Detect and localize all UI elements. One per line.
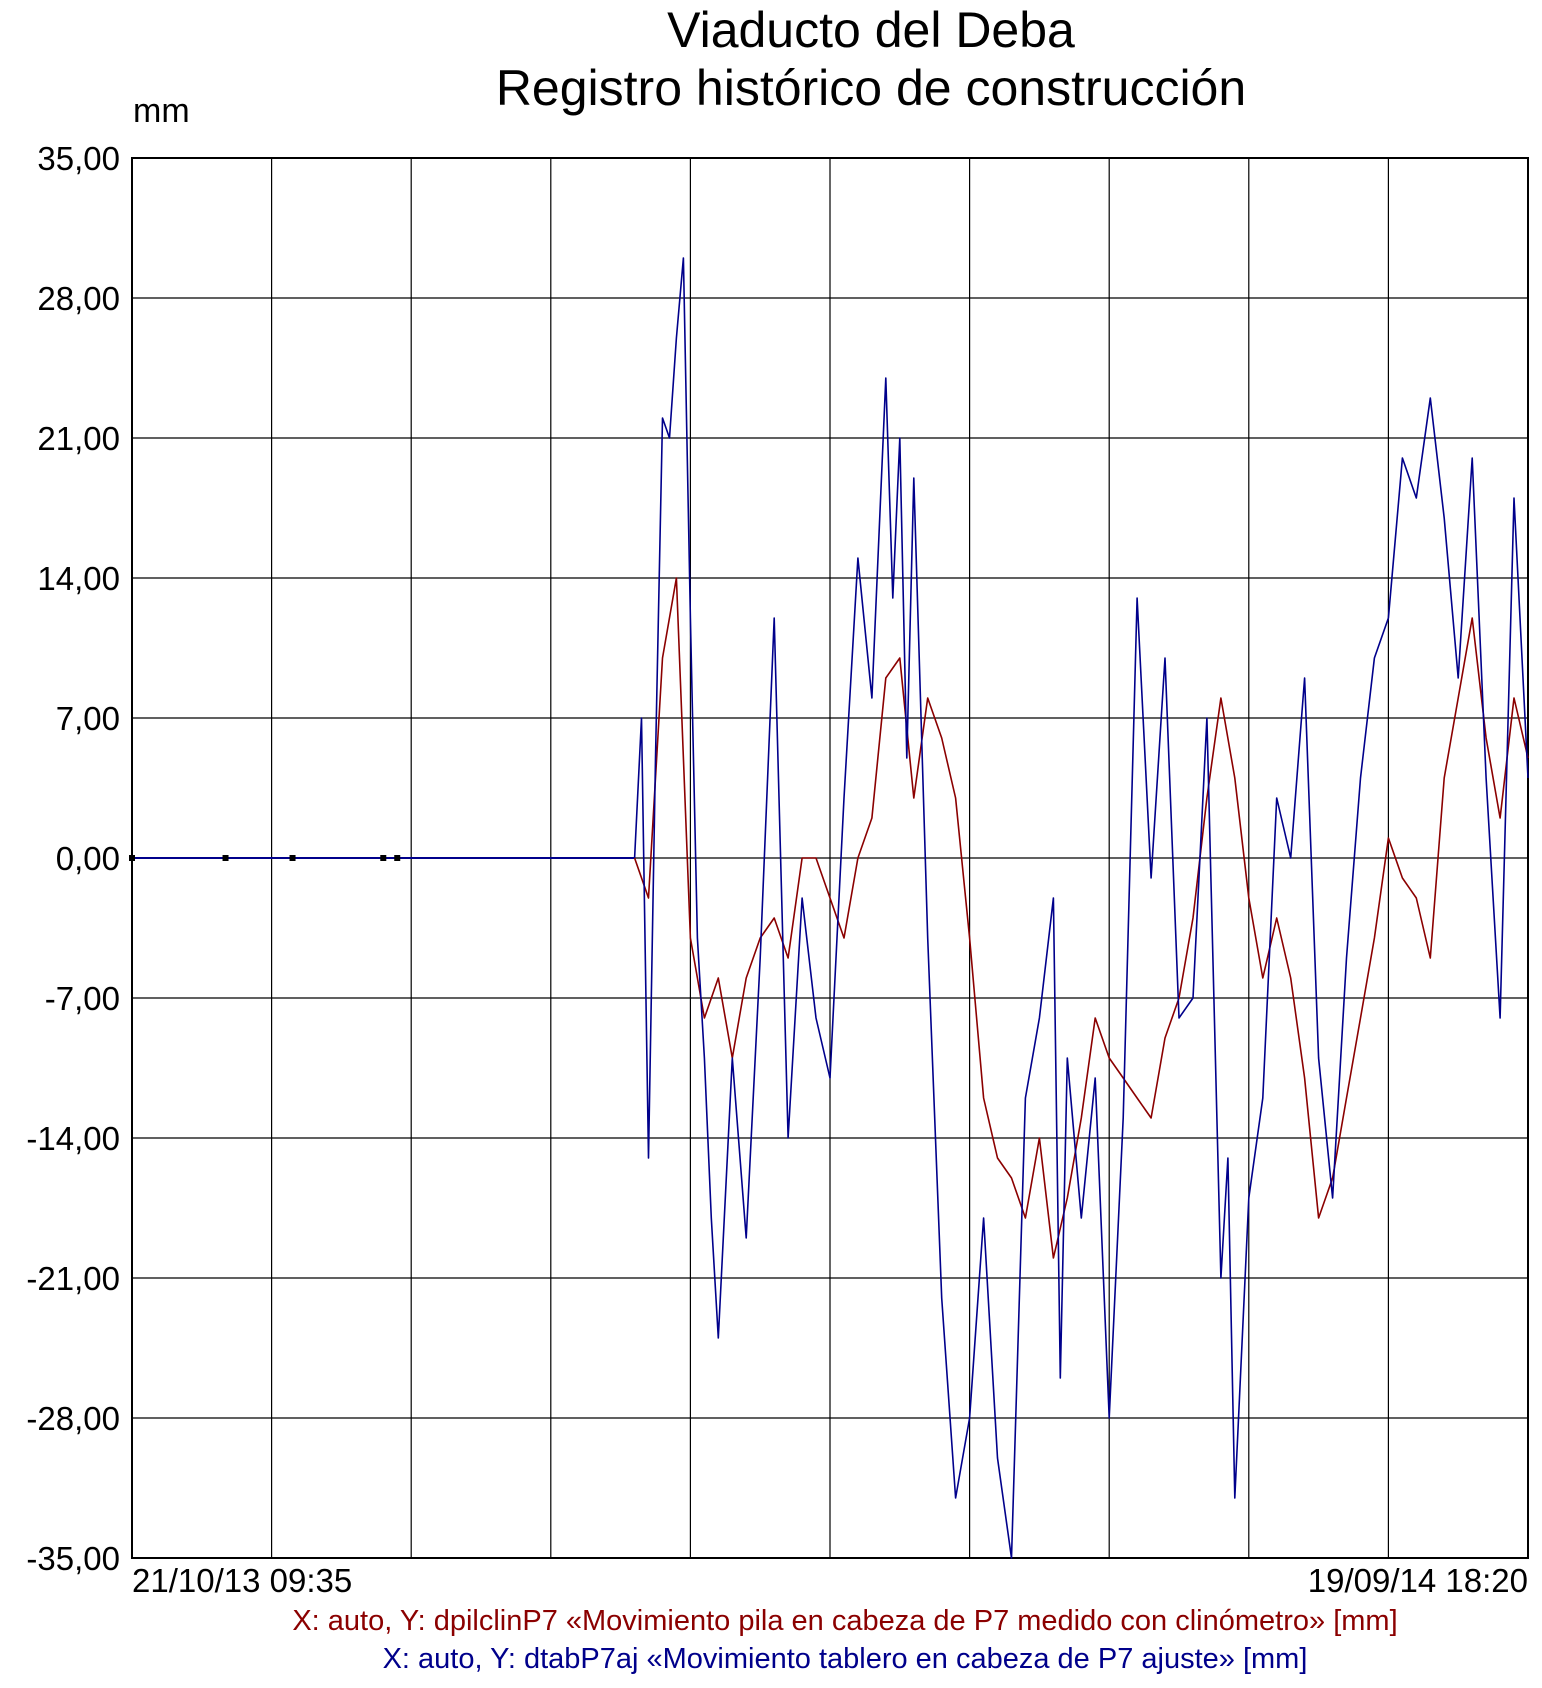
data-point-marker <box>129 855 135 861</box>
y-tick-label: 35,00 <box>37 140 120 177</box>
chart-subtitle: Registro histórico de construcción <box>495 60 1247 116</box>
legend-entry-dtabP7aj: X: auto, Y: dtabP7aj «Movimiento tablero… <box>382 1643 1308 1675</box>
x-axis-end-label: 19/09/14 18:20 <box>1308 1562 1528 1599</box>
data-point-marker <box>394 855 401 861</box>
y-axis-ticks: 35,00 28,00 21,00 14,00 7,00 0,00 -7,00 -14,00 -… <box>26 140 120 1577</box>
y-axis-unit-label: mm <box>133 92 190 130</box>
y-tick-label: 0,00 <box>56 840 120 877</box>
grid-lines <box>132 157 1528 1559</box>
y-tick-label: -35,00 <box>26 1540 120 1577</box>
y-tick-label: -14,00 <box>26 1120 120 1157</box>
chart-title: Viaducto del Deba <box>667 2 1075 58</box>
y-tick-label: -21,00 <box>26 1260 120 1297</box>
series-line-1 <box>633 257 1529 1559</box>
y-tick-label: -28,00 <box>26 1400 120 1437</box>
y-tick-label: 28,00 <box>37 280 120 317</box>
data-point-marker <box>380 855 387 861</box>
series-line-0 <box>633 577 1529 1259</box>
y-tick-label: -7,00 <box>45 980 120 1017</box>
x-axis-start-label: 21/10/13 09:35 <box>132 1562 352 1599</box>
y-tick-label: 21,00 <box>37 420 120 457</box>
data-point-marker <box>289 855 296 861</box>
y-tick-label: 7,00 <box>56 700 120 737</box>
data-point-marker <box>222 855 229 861</box>
y-tick-label: 14,00 <box>37 560 120 597</box>
legend-entry-dpilclinP7: X: auto, Y: dpilclinP7 «Movimiento pila … <box>292 1605 1398 1637</box>
zero-markers <box>129 855 401 861</box>
line-chart: 35,00 28,00 21,00 14,00 7,00 0,00 -7,00 -14,00 -… <box>26 140 1529 1599</box>
